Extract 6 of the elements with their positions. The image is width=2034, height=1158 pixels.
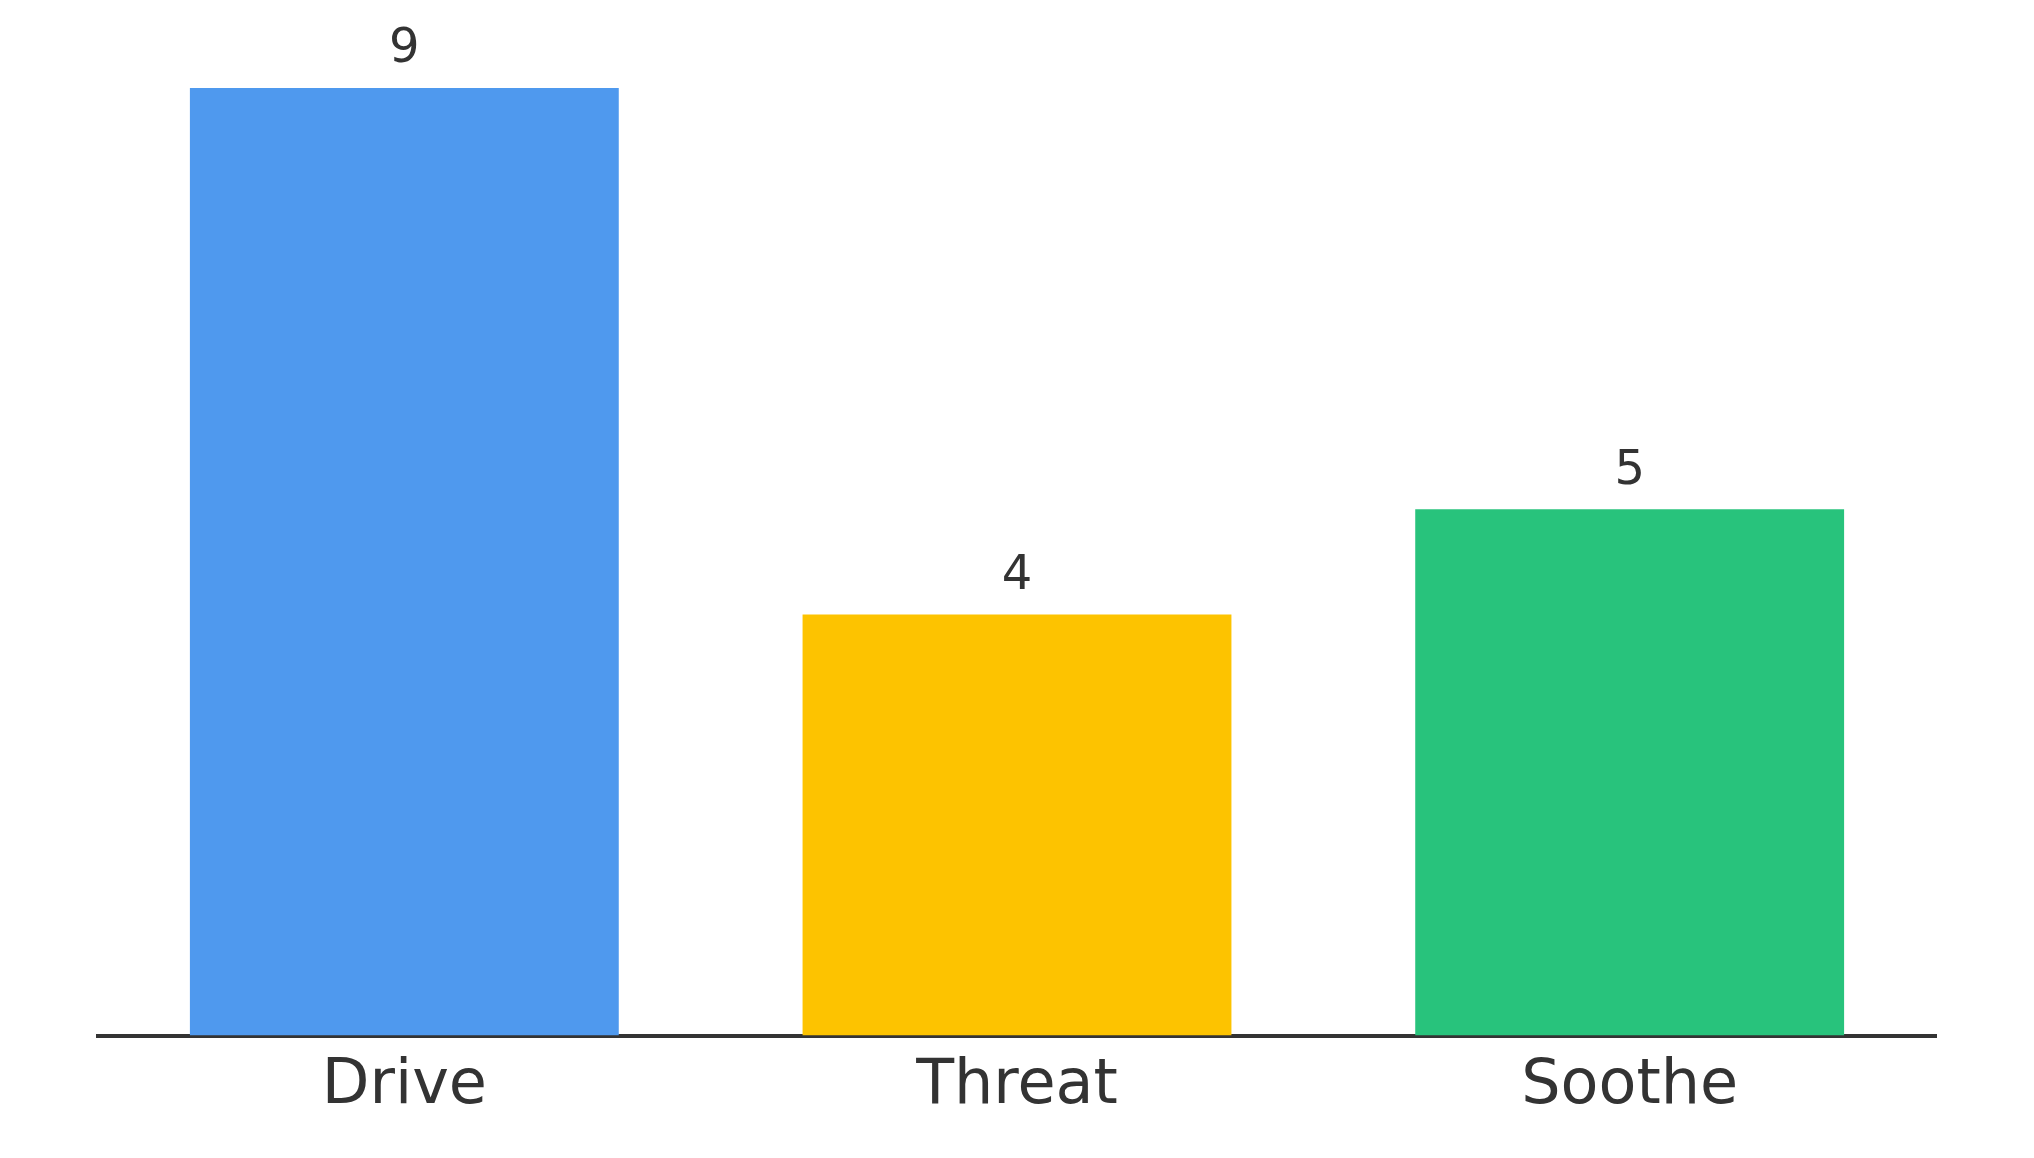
x-tick-label: Soothe [1521,1044,1739,1118]
data-label: 4 [1001,543,1033,600]
data-label: 9 [389,17,420,74]
x-tick-label: Threat [915,1044,1118,1118]
x-tick-label: Drive [321,1044,487,1118]
data-label: 5 [1614,438,1645,495]
